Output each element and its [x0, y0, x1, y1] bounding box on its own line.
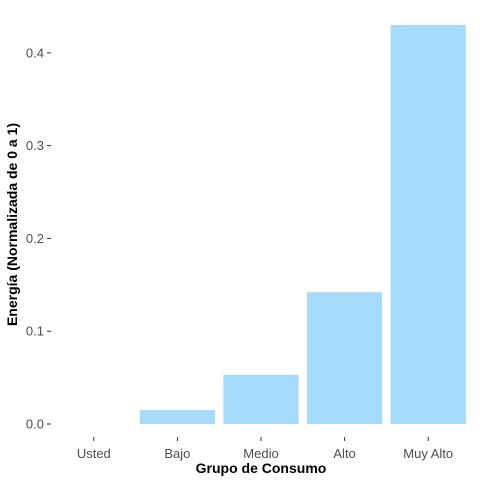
y-tick-label: 0.0 — [26, 417, 44, 432]
x-tick-label: Medio — [243, 446, 278, 461]
y-tick-label: 0.3 — [26, 138, 44, 153]
x-tick-label: Muy Alto — [403, 446, 453, 461]
y-tick-label: 0.4 — [26, 45, 44, 60]
x-tick-label: Bajo — [164, 446, 190, 461]
x-tick-label: Usted — [77, 446, 111, 461]
y-tick-label: 0.1 — [26, 324, 44, 339]
y-axis-title: Energía (Normalizada de 0 a 1) — [4, 123, 20, 326]
x-tick-label: Alto — [333, 446, 355, 461]
bar-bajo — [139, 410, 216, 424]
y-axis: 0.0 0.1 0.2 0.3 0.4 — [26, 45, 51, 432]
bar-medio — [223, 374, 299, 424]
x-axis-title: Grupo de Consumo — [196, 460, 327, 476]
bar-muy-alto — [390, 25, 466, 424]
y-tick-label: 0.2 — [26, 231, 44, 246]
bar-alto — [306, 292, 383, 424]
bars-layer — [139, 25, 466, 424]
x-axis: Usted Bajo Medio Alto Muy Alto — [77, 437, 453, 461]
